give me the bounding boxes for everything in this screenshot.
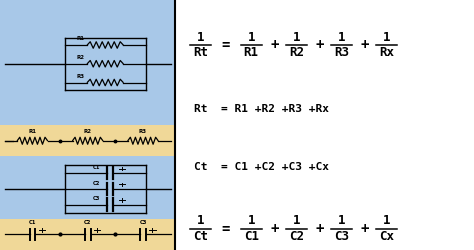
Text: Cx: Cx: [379, 230, 394, 243]
Text: C1: C1: [28, 220, 36, 226]
Text: 1: 1: [292, 31, 300, 44]
Text: Rt: Rt: [193, 46, 208, 59]
Text: +: +: [271, 222, 279, 236]
Text: Ct  = C1 +C2 +C3 +Cx: Ct = C1 +C2 +C3 +Cx: [194, 162, 329, 172]
Text: 1: 1: [197, 214, 204, 228]
Text: +: +: [361, 222, 369, 236]
Text: +: +: [271, 38, 279, 52]
Text: +: +: [316, 222, 324, 236]
Text: Rx: Rx: [379, 46, 394, 59]
Text: +: +: [316, 38, 324, 52]
Text: 1: 1: [247, 31, 255, 44]
Bar: [0, 125, 175, 156]
Text: 1: 1: [383, 31, 390, 44]
Bar: [0, 156, 175, 219]
Bar: [0, 219, 175, 250]
Text: 1: 1: [383, 214, 390, 228]
Text: Rt  = R1 +R2 +R3 +Rx: Rt = R1 +R2 +R3 +Rx: [194, 104, 329, 114]
Text: C1: C1: [244, 230, 259, 243]
Text: 1: 1: [247, 214, 255, 228]
Text: C3: C3: [334, 230, 349, 243]
Text: Ct: Ct: [193, 230, 208, 243]
Text: C2: C2: [92, 181, 100, 186]
Text: R3: R3: [139, 129, 147, 134]
Text: R1: R1: [28, 129, 36, 134]
Text: C2: C2: [289, 230, 304, 243]
Text: 1: 1: [337, 31, 345, 44]
Text: =: =: [221, 38, 229, 52]
Text: C1: C1: [92, 165, 100, 170]
Text: 1: 1: [197, 31, 204, 44]
Text: R3: R3: [77, 74, 85, 79]
Text: R2: R2: [77, 55, 85, 60]
Text: C3: C3: [92, 196, 100, 202]
Text: R2: R2: [289, 46, 304, 59]
Text: +: +: [361, 38, 369, 52]
Text: 1: 1: [292, 214, 300, 228]
Bar: [0, 0, 175, 125]
Text: R3: R3: [334, 46, 349, 59]
Text: R1: R1: [244, 46, 259, 59]
Text: R2: R2: [84, 129, 91, 134]
Text: C2: C2: [84, 220, 91, 226]
Text: =: =: [221, 222, 229, 236]
Text: 1: 1: [337, 214, 345, 228]
Text: C3: C3: [139, 220, 146, 226]
Text: R1: R1: [77, 36, 85, 41]
